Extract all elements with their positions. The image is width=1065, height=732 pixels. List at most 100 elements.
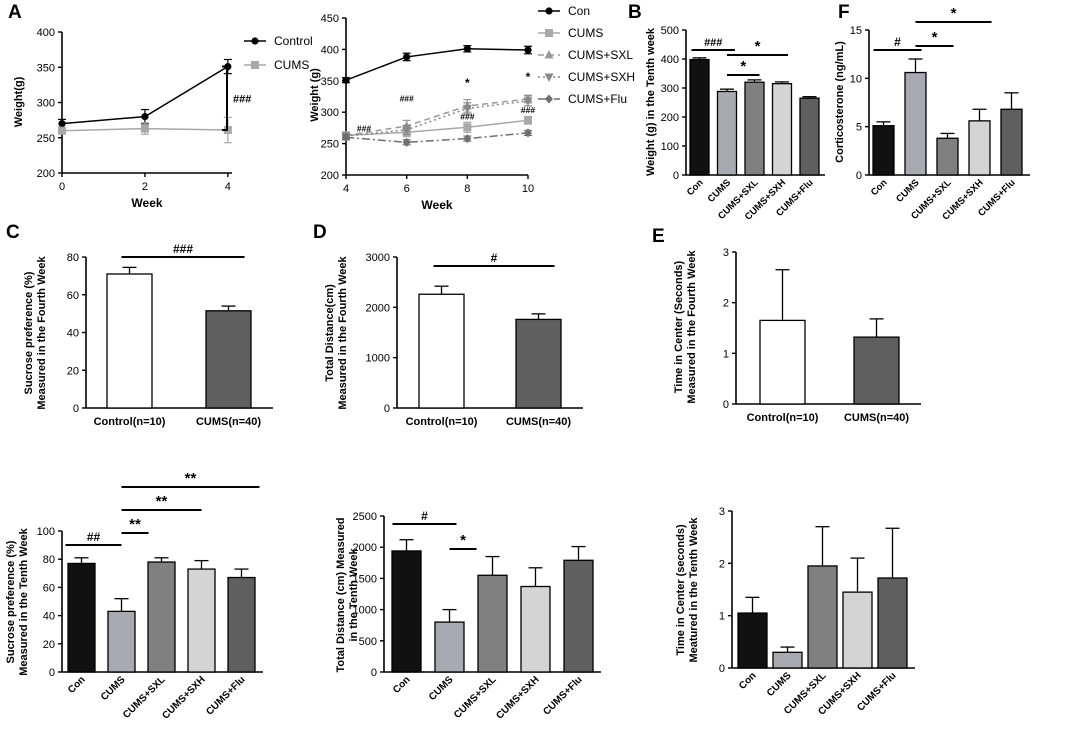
y-tick-label: 100 [37,526,55,538]
panel-letter: F [838,2,850,23]
data-point [58,126,66,135]
legend-item-cums: CUMS [538,26,603,40]
x-axis-title: Week [421,198,452,212]
y-tick-label: 40 [43,611,55,623]
data-point [462,104,472,114]
panel-letter: C [6,222,20,243]
series-line [345,132,529,144]
legend-label: Control [274,34,313,48]
chart-C: 0 20 40 60 80 Control(n=10) CUMS(n=40) Sucrose … [23,242,273,428]
y-tick-label: 15 [850,25,862,37]
data-point [524,46,532,54]
legend-item-con: Con [538,4,590,18]
significance-marker: * [755,38,761,55]
x-tick-label: CUMS+Flu [204,674,247,717]
data-point [58,120,66,128]
y-tick-label: 1 [719,611,725,623]
significance-marker: ## [87,530,101,544]
y-tick-label: 60 [67,290,79,302]
bar-cums-flu [227,576,256,673]
significance-marker: # [491,251,498,265]
data-point [141,113,149,121]
y-tick-label: 3 [723,247,729,259]
y-axis-title: Time in Center (Seconds) [673,260,685,393]
y-tick-label: 0 [719,663,725,675]
bar-cums-flu [1000,108,1023,176]
bar-con [391,550,422,673]
significance-marker: * [526,70,531,84]
y-tick-label: 400 [661,54,679,66]
data-point [463,123,472,132]
series-line [345,98,529,137]
y-tick-label: 100 [661,141,679,153]
x-tick-label: CUMS(n=40) [844,412,909,424]
y-tick-label: 500 [661,25,679,37]
legend-item-cums-sxl: CUMS+SXL [538,48,633,62]
x-tick-label: 4 [343,183,349,195]
bar-cums [716,90,738,176]
significance-marker: ### [521,105,535,115]
significance-marker: ### [400,94,414,104]
data-point [523,97,533,106]
chart-A2: 200 250 300 350 400 450 4 6 8 10 Week Weight (g) Con… [309,4,635,212]
y-tick-label: 1500 [353,573,377,585]
y-axis-title: Corticosterone (ng/mL) [834,41,846,163]
y-axis-title: Total Distance(cm) [324,284,336,382]
x-tick-label: CUMS [427,674,456,703]
y-axis-title: Total Distance (cm) Measured [335,517,347,672]
y-tick-label: 350 [321,76,339,88]
bar-cums-sxh [771,83,793,176]
x-tick-label: CUMS [765,670,794,699]
legend-item-control: Control [244,34,313,48]
y-tick-label: 3 [719,506,725,518]
significance-bracket [222,65,228,131]
data-point [342,132,350,142]
y-tick-label: 80 [43,554,55,566]
chart-A1: 200 250 300 350 400 0 2 4 Week Weight(g) Control CU… [13,27,313,210]
y-tick-label: 0 [673,170,679,182]
data-point [524,128,532,138]
y-tick-label: 450 [321,13,339,25]
y-tick-label: 3000 [366,252,390,264]
x-tick-label: Con [869,177,890,198]
y-axis-title: Weight (g) [309,68,321,122]
y-axis-subtitle: in the Tenth Week [348,548,360,642]
y-tick-label: 40 [67,328,79,340]
significance-marker: * [465,76,470,90]
data-point [544,50,554,59]
y-tick-label: 1 [723,348,729,360]
x-tick-label: CUMS [894,177,922,205]
bar-cums [904,71,927,176]
y-axis-subtitle: Measured in the Tenth Week [18,527,30,675]
bar-cums [772,651,803,669]
significance-marker: ### [704,37,722,49]
y-tick-label: 60 [43,582,55,594]
y-tick-label: 350 [37,62,55,74]
bar-control-n-10- [106,273,153,409]
y-tick-label: 0 [49,667,55,679]
data-point [251,61,259,69]
y-tick-label: 250 [321,139,339,151]
significance-marker: ### [460,112,474,122]
y-tick-label: 300 [321,107,339,119]
significance-marker: ** [156,493,168,510]
legend-label: CUMS+Flu [568,92,627,106]
series-line [345,100,529,137]
data-point [402,137,411,147]
y-tick-label: 250 [37,133,55,145]
legend-item-cums: CUMS [244,58,309,72]
bar-control-n-10- [759,319,806,405]
x-tick-label: Con [391,674,413,696]
x-tick-label: Control(n=10) [747,412,819,424]
significance-marker: # [421,509,428,523]
bar-cums [107,610,136,673]
y-tick-label: 20 [67,365,79,377]
data-point [524,116,532,125]
data-point [402,126,412,135]
y-axis-title: Sucrose preference (%) [23,271,35,394]
y-tick-label: 500 [359,636,377,648]
legend-label: CUMS+SXH [568,70,635,84]
legend-label: CUMS [274,58,309,72]
